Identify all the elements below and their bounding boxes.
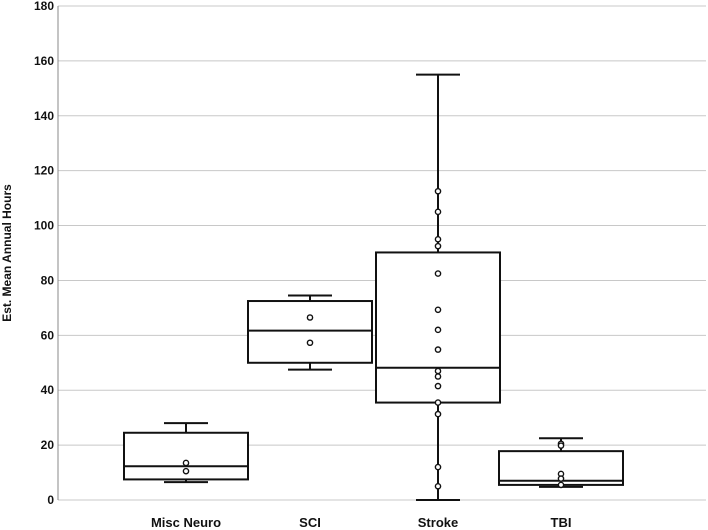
y-tick-label: 80 xyxy=(41,273,55,287)
data-point xyxy=(557,442,565,449)
data-point xyxy=(434,235,442,243)
data-point xyxy=(434,463,442,471)
data-point xyxy=(434,270,442,277)
data-point xyxy=(434,306,442,314)
data-point xyxy=(434,326,442,334)
y-tick-label: 60 xyxy=(41,328,55,342)
data-point xyxy=(557,481,565,489)
data-point xyxy=(434,242,442,250)
y-tick-label: 140 xyxy=(34,109,54,123)
y-tick-label: 0 xyxy=(47,493,54,507)
box-tbi xyxy=(498,437,624,489)
y-tick-label: 40 xyxy=(41,383,55,397)
y-tick-label: 120 xyxy=(34,164,54,178)
category-labels: Misc Neuro SCI Stroke TBI xyxy=(151,515,572,530)
data-point xyxy=(434,367,442,375)
y-tick-label: 20 xyxy=(41,438,55,452)
data-point xyxy=(434,382,442,390)
iqr-box xyxy=(247,300,373,364)
y-tick-label: 100 xyxy=(34,219,54,233)
y-axis-title: Est. Mean Annual Hours xyxy=(0,184,14,322)
category-label: Stroke xyxy=(418,515,458,530)
category-label: SCI xyxy=(299,515,321,530)
data-point xyxy=(557,475,565,482)
data-point xyxy=(306,339,314,347)
data-point xyxy=(306,314,314,321)
boxes xyxy=(123,73,624,501)
data-point xyxy=(434,346,442,353)
data-point xyxy=(434,482,442,490)
category-label: TBI xyxy=(551,515,572,530)
data-point xyxy=(434,410,442,418)
data-point xyxy=(434,399,442,406)
y-tick-label: 160 xyxy=(34,54,54,68)
data-point xyxy=(434,208,442,216)
category-label: Misc Neuro xyxy=(151,515,221,530)
y-tick-labels: 0 20 40 60 80 100 120 140 160 180 xyxy=(34,0,54,507)
y-tick-label: 180 xyxy=(34,0,54,13)
data-point xyxy=(182,467,190,475)
data-point xyxy=(182,459,190,467)
box-stroke xyxy=(375,73,501,501)
data-point xyxy=(434,187,442,195)
box-misc-neuro xyxy=(123,422,249,484)
box-sci xyxy=(247,294,373,371)
data-point xyxy=(434,373,442,380)
